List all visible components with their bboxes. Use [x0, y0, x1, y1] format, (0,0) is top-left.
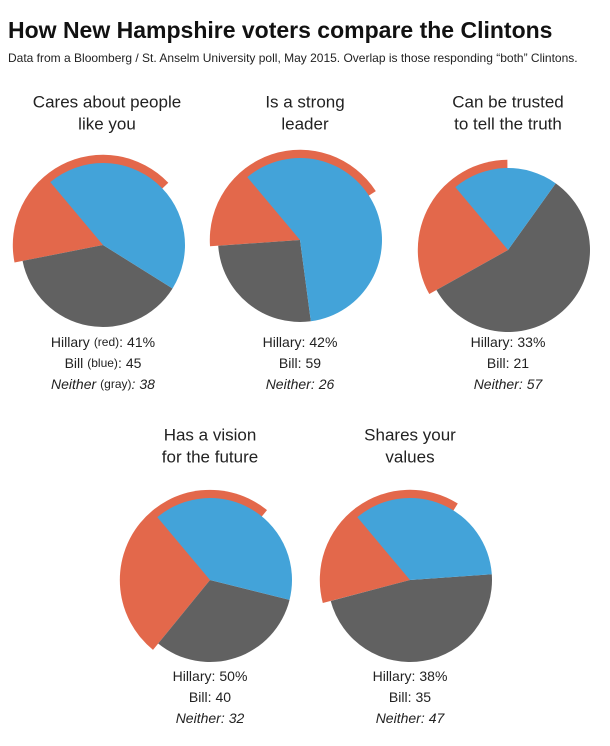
series-name: Hillary [471, 334, 510, 350]
value-label: 42% [309, 334, 337, 350]
series-name: Hillary [173, 668, 212, 684]
legend-entry: Hillary: 50% [173, 668, 248, 684]
legend-entry: Hillary: 42% [263, 334, 338, 350]
separator: : [118, 355, 122, 371]
pie-wedge [455, 168, 556, 250]
pie-wedge [330, 574, 492, 662]
pie-wedge [357, 497, 492, 580]
legend-entry: Hillary: 38% [373, 668, 448, 684]
value-label: 26 [318, 376, 335, 392]
pie-title: Cares about people [33, 92, 181, 111]
value-label: 41% [127, 334, 155, 350]
value-label: 32 [229, 710, 245, 726]
separator: : [411, 668, 415, 684]
pie-title: Shares your [364, 425, 456, 444]
pie-title: for the future [162, 447, 258, 466]
separator: : [421, 710, 425, 726]
series-name: Neither [51, 376, 97, 392]
legend-entry: Bill: 40 [189, 689, 231, 705]
separator: : [211, 668, 215, 684]
series-hint: (blue) [87, 356, 118, 370]
pie-title: Is a strong [265, 92, 344, 111]
separator: : [119, 334, 123, 350]
pie-title: Can be trusted [452, 92, 564, 111]
value-label: 59 [305, 355, 321, 371]
pie-wedge [247, 158, 382, 322]
separator: : [298, 355, 302, 371]
value-label: 38% [419, 668, 447, 684]
pie-wedge [158, 580, 290, 662]
series-name: Bill [65, 355, 84, 371]
series-name: Bill [389, 689, 408, 705]
series-name: Hillary [373, 668, 412, 684]
series-name: Hillary [263, 334, 302, 350]
separator: : [221, 710, 225, 726]
series-name: Neither [176, 710, 222, 726]
pie-wedge [157, 497, 292, 600]
legend-entry: Bill: 59 [279, 355, 321, 371]
pie-wedge [218, 240, 311, 322]
pie-title: leader [281, 114, 329, 133]
pie-title: values [385, 447, 434, 466]
legend-entry: Hillary: 33% [471, 334, 546, 350]
legend-entry: Neither: 32 [176, 710, 245, 726]
pie-wedge [436, 183, 590, 333]
series-hint: (gray) [100, 377, 131, 391]
subtitle: Data from a Bloomberg / St. Anselm Unive… [8, 51, 578, 65]
legend-entry: Neither (gray): 38 [51, 376, 155, 392]
separator: : [311, 376, 315, 392]
legend-entry: Hillary (red): 41% [51, 334, 155, 350]
title: How New Hampshire voters compare the Cli… [8, 17, 552, 43]
series-name: Bill [487, 355, 506, 371]
separator: : [132, 376, 136, 392]
series-name: Hillary [51, 334, 90, 350]
value-label: 21 [513, 355, 529, 371]
separator: : [408, 689, 412, 705]
separator: : [509, 334, 513, 350]
series-name: Bill [189, 689, 208, 705]
legend-entry: Bill (blue): 45 [65, 355, 142, 371]
series-name: Neither [474, 376, 520, 392]
series-name: Bill [279, 355, 298, 371]
separator: : [519, 376, 523, 392]
value-label: 40 [215, 689, 231, 705]
value-label: 47 [429, 710, 446, 726]
legend-entry: Bill: 21 [487, 355, 529, 371]
value-label: 50% [219, 668, 247, 684]
legend-entry: Neither: 47 [376, 710, 446, 726]
pie-title: to tell the truth [454, 114, 562, 133]
value-label: 45 [126, 355, 142, 371]
series-hint: (red) [94, 335, 119, 349]
series-name: Neither [266, 376, 312, 392]
pie-wedge [22, 245, 173, 327]
series-name: Neither [376, 710, 422, 726]
legend-entry: Neither: 57 [474, 376, 544, 392]
separator: : [208, 689, 212, 705]
pie-title: Has a vision [164, 425, 257, 444]
pie-title: like you [78, 114, 136, 133]
value-label: 33% [517, 334, 545, 350]
legend-entry: Bill: 35 [389, 689, 431, 705]
value-label: 38 [139, 376, 155, 392]
value-label: 35 [415, 689, 431, 705]
separator: : [506, 355, 510, 371]
separator: : [301, 334, 305, 350]
pie-wedge [50, 163, 185, 289]
value-label: 57 [527, 376, 544, 392]
legend-entry: Neither: 26 [266, 376, 335, 392]
